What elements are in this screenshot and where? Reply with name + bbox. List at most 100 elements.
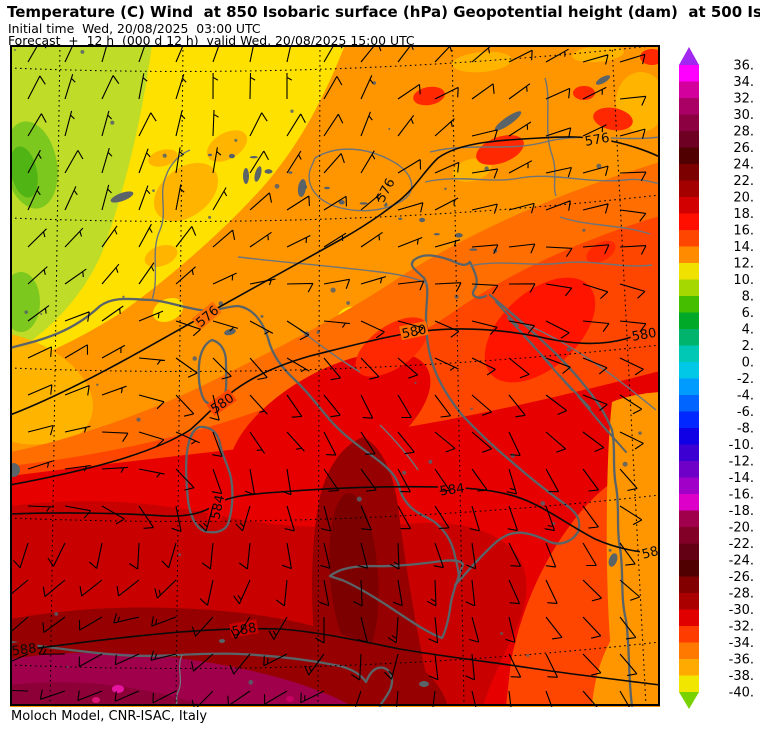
colorbar-tick-label: -26. — [729, 570, 754, 585]
contour-label: 588 — [10, 639, 39, 659]
colorbar-tick-label: -4. — [737, 389, 754, 404]
colorbar-cell — [679, 362, 699, 379]
colorbar-tick-label: 36. — [733, 59, 754, 74]
colorbar-cell — [679, 593, 699, 610]
colorbar-tick-label: -22. — [729, 537, 754, 552]
colorbar-cell — [679, 444, 699, 462]
colorbar-cell — [679, 81, 699, 99]
border-layer — [151, 77, 660, 707]
colorbar-cell — [679, 147, 699, 165]
colorbar-cell — [679, 180, 699, 198]
colorbar-tick-label: -16. — [729, 488, 754, 503]
colorbar-cell — [679, 230, 699, 247]
colorbar-tick-label: 30. — [733, 108, 754, 123]
colorbar-cell — [679, 345, 699, 363]
svg-text:576: 576 — [584, 131, 611, 150]
colorbar-cell — [679, 428, 699, 445]
colorbar-cell — [679, 477, 699, 495]
colorbar-tick-label: -36. — [729, 653, 754, 668]
colorbar-tick-label: -34. — [729, 636, 754, 651]
colorbar-tick-label: 0. — [742, 356, 754, 371]
colorbar-tick-label: -8. — [737, 422, 754, 437]
terrain-dots-layer — [14, 49, 642, 685]
colorbar-cell — [679, 576, 699, 594]
map-frame — [10, 45, 660, 706]
colorbar-tick-label: -10. — [729, 438, 754, 453]
latlon-grid-layer — [10, 45, 660, 707]
colorbar-tick-label: 12. — [733, 257, 754, 272]
colorbar-tick-label: 28. — [733, 125, 754, 140]
chart-title: Temperature (C) Wind at 850 Isobaric sur… — [7, 3, 760, 21]
contour-label: 576 — [582, 129, 612, 150]
colorbar-cell — [679, 378, 699, 396]
contour-label: 580 — [629, 324, 659, 345]
colorbar-tick-label: 20. — [733, 191, 754, 206]
initial-time-line: Initial time Wed, 20/08/2025 03:00 UTC — [8, 21, 261, 36]
colorbar-cell — [679, 197, 699, 214]
colorbar-tick-label: 8. — [742, 290, 754, 305]
colorbar-tick-label: -14. — [729, 471, 754, 486]
temperature-colorbar: 36.34. 32.30. 28.26. 24.22. 20.18. 16.14. 12.1… — [679, 47, 754, 709]
colorbar-tick-label: -32. — [729, 620, 754, 635]
colorbar-cell — [679, 659, 699, 676]
colorbar-cell — [679, 329, 699, 346]
colorbar-cell — [679, 461, 699, 478]
colorbar-cell — [679, 263, 699, 280]
colorbar-tick-label: 14. — [733, 240, 754, 255]
colorbar-tick-label: 4. — [742, 323, 754, 338]
temperature-fill-layer — [10, 45, 660, 707]
colorbar-cell — [679, 131, 699, 148]
colorbar-cell — [679, 114, 699, 132]
colorbar-tick-label: 18. — [733, 207, 754, 222]
colorbar-cell — [679, 560, 699, 577]
colorbar-arrow-up — [679, 47, 699, 65]
colorbar-cell — [679, 494, 699, 511]
colorbar-cell — [679, 642, 699, 660]
colorbar-cell — [679, 395, 699, 412]
svg-text:588: 588 — [11, 641, 38, 659]
colorbar-cell — [679, 543, 699, 561]
colorbar-tick-label: -2. — [737, 372, 754, 387]
colorbar-cell — [679, 510, 699, 528]
colorbar-cell — [679, 312, 699, 330]
colorbar-cell — [679, 246, 699, 264]
colorbar-cell — [679, 609, 699, 627]
geopotential-contour-layer — [10, 136, 660, 686]
model-credit: Moloch Model, CNR-ISAC, Italy — [11, 709, 208, 724]
colorbar-tick-label: -18. — [729, 504, 754, 519]
colorbar-tick-label: 22. — [733, 174, 754, 189]
colorbar-tick-label: -24. — [729, 554, 754, 569]
colorbar-cell — [679, 527, 699, 544]
colorbar-tick-label: -20. — [729, 521, 754, 536]
colorbar-cell — [679, 164, 699, 181]
colorbar-tick-label: 16. — [733, 224, 754, 239]
colorbar-tick-label: -28. — [729, 587, 754, 602]
colorbar-tick-label: 2. — [742, 339, 754, 354]
colorbar-tick-label: 10. — [733, 273, 754, 288]
svg-text:580: 580 — [631, 326, 658, 345]
colorbar-cell — [679, 213, 699, 231]
colorbar-tick-label: 26. — [733, 141, 754, 156]
colorbar-tick-label: -30. — [729, 603, 754, 618]
colorbar-cell — [679, 626, 699, 643]
colorbar-cell — [679, 675, 699, 693]
colorbar-cell — [679, 98, 699, 115]
colorbar-tick-label: -12. — [729, 455, 754, 470]
colorbar-tick-label: 24. — [733, 158, 754, 173]
colorbar-tick-label: 32. — [733, 92, 754, 107]
colorbar-tick-label: -40. — [729, 686, 754, 701]
colorbar-cell — [679, 296, 699, 313]
islands-layer — [10, 75, 627, 687]
contour-label: 584 — [638, 540, 660, 563]
svg-text:584: 584 — [640, 542, 660, 563]
contour-label: 584 — [206, 492, 228, 522]
colorbar-cell — [679, 65, 699, 82]
forecast-valid-line: Forecast + 12 h (000 d 12 h) valid Wed, … — [8, 33, 415, 48]
colorbar-tick-label: -6. — [737, 405, 754, 420]
colorbar-tick-label: 34. — [733, 75, 754, 90]
colorbar-tick-label: -38. — [729, 669, 754, 684]
svg-text:584: 584 — [439, 481, 466, 499]
